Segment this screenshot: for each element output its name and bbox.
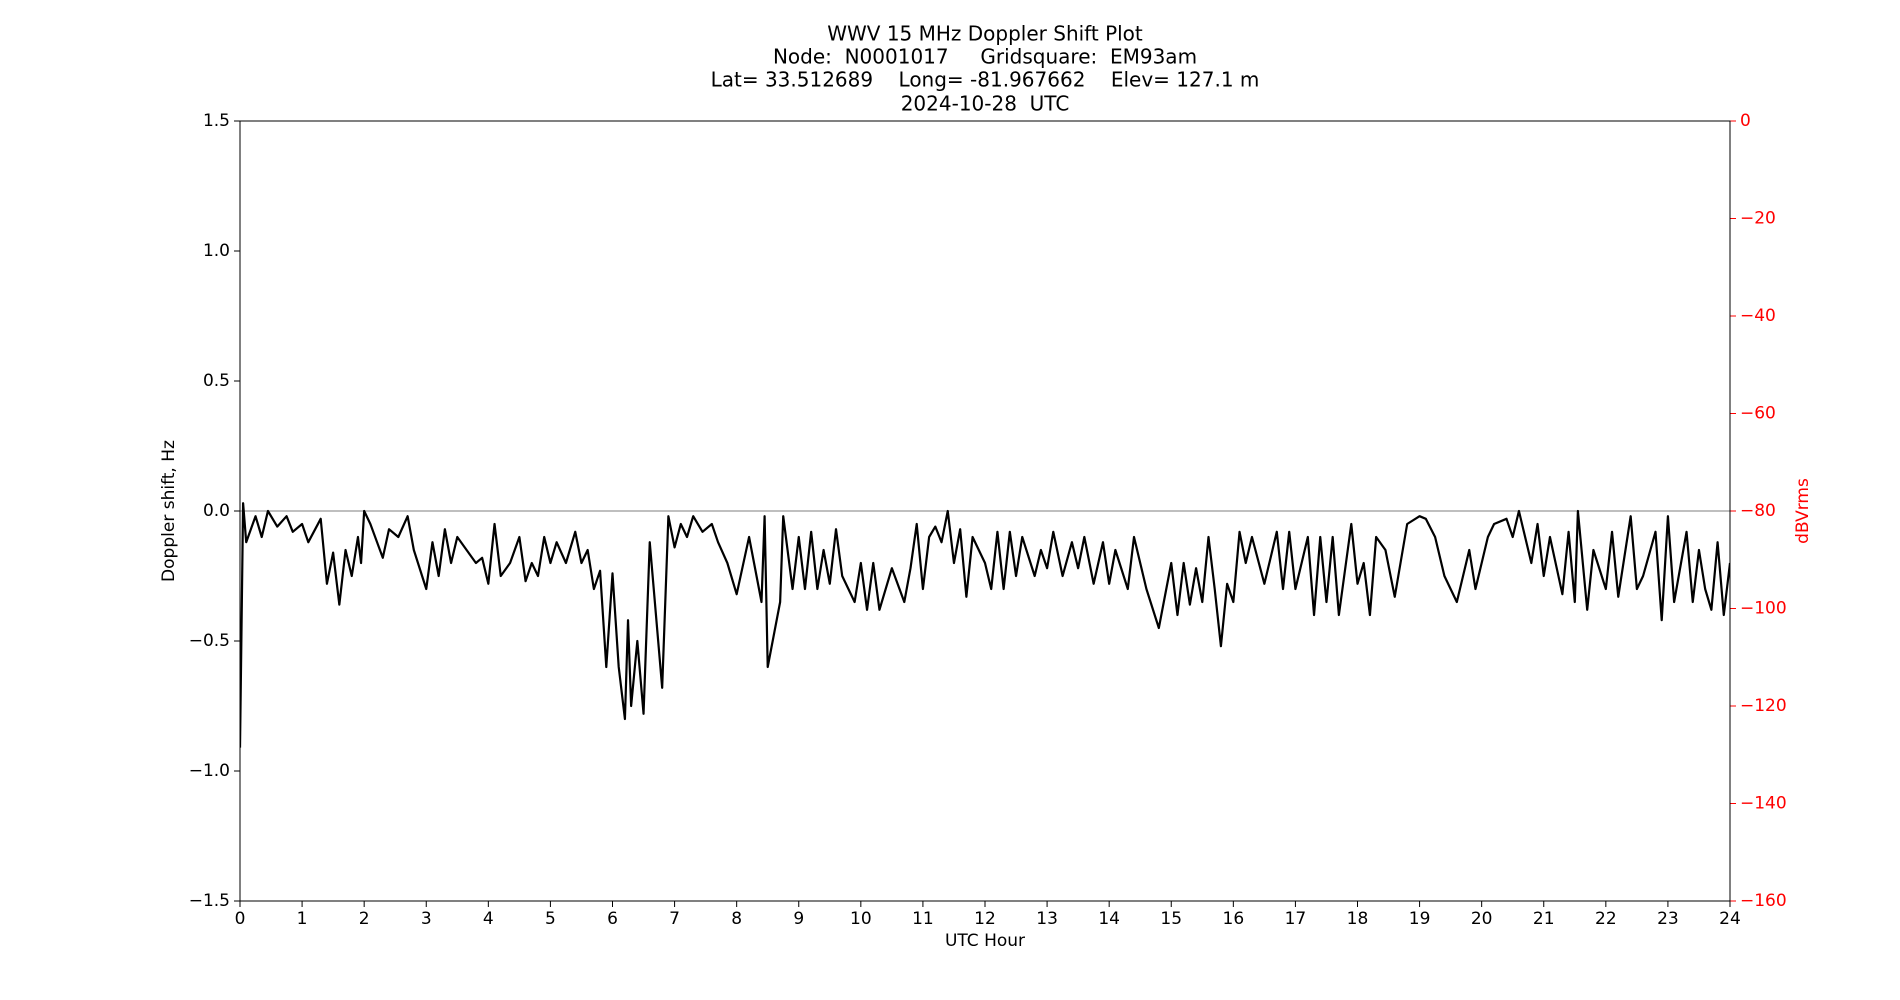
x-tick-label: 21 [1533, 909, 1555, 929]
y-tick-label: 0.5 [203, 371, 230, 391]
x-tick-label: 18 [1347, 909, 1369, 929]
x-tick-label: 2 [359, 909, 370, 929]
chart-subtitle: Node: N0001017 Gridsquare: EM93am [773, 45, 1197, 69]
x-tick-label: 24 [1719, 909, 1741, 929]
x-axis-label: UTC Hour [945, 931, 1025, 951]
y-tick-label: −1.5 [189, 891, 230, 911]
y-tick-label: −1.0 [189, 761, 230, 781]
y2-tick-label: −100 [1740, 599, 1787, 619]
x-tick-label: 13 [1036, 909, 1058, 929]
y2-tick-label: −60 [1740, 404, 1776, 424]
plot-frame [239, 120, 1731, 902]
x-tick-label: 8 [731, 909, 742, 929]
y2-tick-label: −40 [1740, 306, 1776, 326]
chart-subtitle: Lat= 33.512689 Long= -81.967662 Elev= 12… [711, 68, 1260, 92]
x-tick-label: 6 [607, 909, 618, 929]
chart-subtitle: 2024-10-28 UTC [901, 92, 1070, 116]
x-tick-label: 0 [235, 909, 246, 929]
y2-tick-label: 0 [1740, 111, 1751, 131]
y2-tick-label: −120 [1740, 696, 1787, 716]
y2-axis-label: dBVrms [1793, 478, 1813, 544]
x-tick-label: 12 [974, 909, 996, 929]
y2-tick-label: −80 [1740, 501, 1776, 521]
x-tick-label: 20 [1471, 909, 1493, 929]
x-tick-label: 7 [669, 909, 680, 929]
x-tick-label: 17 [1285, 909, 1307, 929]
x-tick-label: 3 [421, 909, 432, 929]
y-tick-label: 1.5 [203, 111, 230, 131]
x-tick-label: 4 [483, 909, 494, 929]
y2-tick-label: −160 [1740, 891, 1787, 911]
chart-title: WWV 15 MHz Doppler Shift Plot [827, 22, 1143, 46]
x-tick-label: 10 [850, 909, 872, 929]
x-tick-label: 19 [1409, 909, 1431, 929]
x-tick-label: 5 [545, 909, 556, 929]
x-tick-label: 11 [912, 909, 934, 929]
x-tick-label: 23 [1657, 909, 1679, 929]
x-tick-label: 1 [297, 909, 308, 929]
y2-tick-label: −20 [1740, 209, 1776, 229]
y-tick-label: −0.5 [189, 631, 230, 651]
y2-tick-label: −140 [1740, 794, 1787, 814]
x-tick-label: 9 [793, 909, 804, 929]
x-tick-label: 16 [1223, 909, 1245, 929]
x-tick-label: 22 [1595, 909, 1617, 929]
y-tick-label: 1.0 [203, 241, 230, 261]
x-tick-label: 14 [1098, 909, 1120, 929]
y-tick-label: 0.0 [203, 501, 230, 521]
x-tick-label: 15 [1160, 909, 1182, 929]
data-line [240, 502, 1730, 748]
y-axis-label: Doppler shift, Hz [159, 440, 179, 582]
